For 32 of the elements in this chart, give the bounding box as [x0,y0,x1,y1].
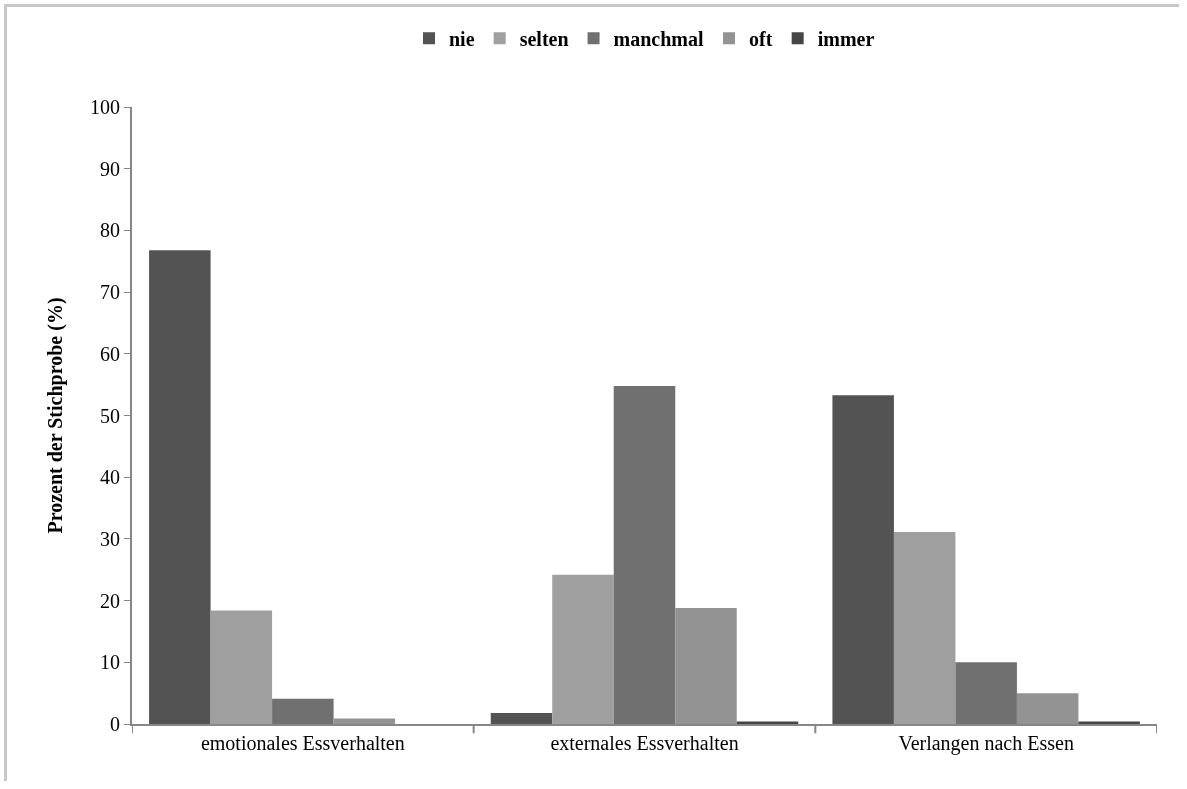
bar [955,662,1017,724]
x-tick-label: Verlangen nach Essen [898,732,1074,755]
y-axis-title: Prozent der Stichprobe (%) [44,297,67,534]
bar [613,385,676,724]
x-tick-label: emotionales Essverhalten [200,732,405,754]
bar [552,574,614,724]
legend-label: nie [449,27,475,50]
y-tick-label: 60 [100,342,120,365]
y-tick-label: 100 [90,96,120,118]
bar [832,395,894,724]
y-tick-label: 20 [100,589,120,612]
x-tick-label: externales Essverhalten [550,732,739,754]
bar [675,608,737,724]
bar [490,712,553,724]
y-tick-label: 30 [100,527,120,550]
y-tick-label: 70 [100,281,120,304]
bar [272,698,334,724]
legend-label: oft [749,27,773,50]
legend-label: selten [519,27,569,50]
bar [333,718,396,724]
y-tick-label: 40 [100,466,120,489]
legend-label: immer [817,27,875,50]
y-tick-label: 80 [100,219,120,242]
bar [1016,693,1079,724]
y-tick-label: 0 [110,713,120,735]
bar [893,532,956,724]
y-tick-label: 50 [100,404,120,427]
y-tick-label: 90 [100,157,120,180]
bar [210,610,273,724]
legend-label: manchmal [613,27,705,50]
y-tick-label: 10 [100,651,120,674]
bar [149,250,211,724]
